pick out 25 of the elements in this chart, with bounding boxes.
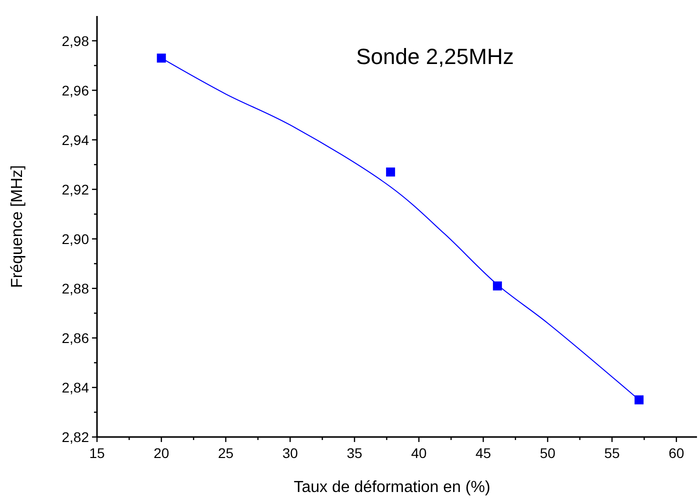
x-axis-title: Taux de déformation en (%) xyxy=(294,479,490,496)
x-tick-label: 20 xyxy=(154,445,170,461)
x-tick-label: 40 xyxy=(411,445,427,461)
x-tick-label: 25 xyxy=(218,445,234,461)
y-tick-label: 2,84 xyxy=(62,379,90,396)
y-tick-label: 2,88 xyxy=(62,280,90,296)
text: Sonde 2,25MHz xyxy=(356,44,514,69)
x-tick-label: 50 xyxy=(540,445,556,461)
x-tick-label: 45 xyxy=(475,445,492,461)
x-tick-label: 35 xyxy=(346,445,363,461)
y-axis-title: Fréquence [MHz] xyxy=(9,165,26,288)
y-tick-label: 2,98 xyxy=(62,32,90,49)
point xyxy=(634,395,644,404)
y-tick-label: 2,86 xyxy=(62,330,90,346)
point xyxy=(386,168,396,177)
y-tick-label: 2,92 xyxy=(62,181,90,198)
x-tick-label: 15 xyxy=(89,445,105,461)
y-tick-label: 2,94 xyxy=(62,132,90,148)
y-tick-label: 2,90 xyxy=(62,230,90,247)
point xyxy=(156,54,166,63)
x-tick-label: 55 xyxy=(604,445,620,461)
x-tick-label: 30 xyxy=(282,445,298,461)
y-tick-label: 2,82 xyxy=(62,429,90,445)
y-tick-label: 2,96 xyxy=(62,82,90,98)
x-tick-label: 60 xyxy=(668,445,684,461)
